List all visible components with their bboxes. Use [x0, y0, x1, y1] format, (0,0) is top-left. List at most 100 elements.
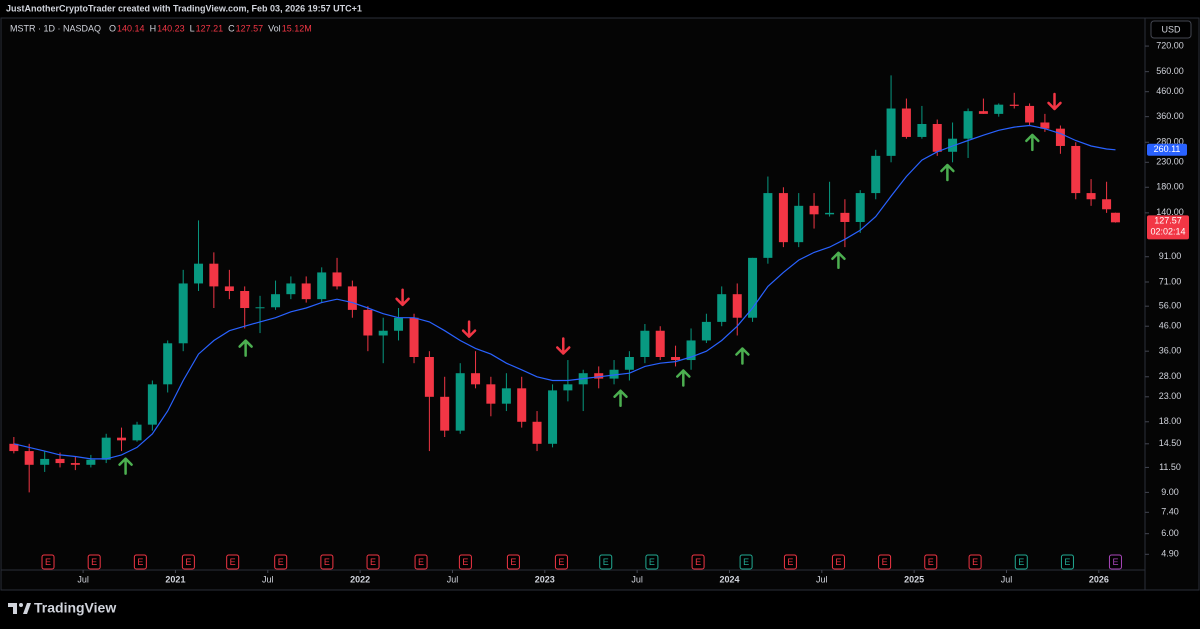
legend: MSTR · 1D · NASDAQ O 140.14 H 140.23 L 127.21 C…	[10, 23, 312, 33]
candle-body	[147, 384, 157, 425]
candle-body	[886, 108, 896, 156]
earnings-marker	[924, 554, 938, 570]
earnings-label: E	[462, 557, 468, 567]
candle-body	[332, 272, 342, 287]
legend-value: 15.12M	[282, 23, 312, 33]
earnings-marker	[506, 554, 520, 570]
candle-body	[163, 343, 173, 385]
earnings-marker	[274, 554, 288, 570]
currency-box[interactable]	[1150, 20, 1192, 39]
candle-body	[901, 108, 911, 137]
candle-body	[594, 373, 604, 379]
earnings-marker	[41, 554, 55, 570]
candle-body	[471, 373, 481, 385]
y-tick-label: 6.00	[1161, 528, 1179, 538]
y-tick-label: 91.00	[1159, 251, 1182, 261]
earnings-label: E	[743, 557, 749, 567]
candle-body	[55, 458, 65, 464]
candle-body	[732, 294, 742, 318]
legend-value: 140.14	[117, 23, 145, 33]
candle-body	[194, 263, 204, 284]
earnings-label: E	[230, 557, 236, 567]
logo-slash	[23, 603, 31, 614]
candle-body	[809, 205, 819, 215]
legend-value: 127.21	[196, 23, 224, 33]
moving-average	[13, 124, 1116, 460]
earnings-marker	[554, 554, 568, 570]
y-tick-label: 28.00	[1159, 371, 1182, 381]
earnings-marker	[645, 554, 659, 570]
buy-arrow	[940, 163, 955, 182]
earnings-marker	[366, 554, 380, 570]
buy-arrow	[238, 339, 253, 357]
candle-body	[486, 384, 496, 404]
candle-body	[671, 357, 681, 361]
legend-key: C	[228, 23, 235, 33]
earnings-label: E	[45, 557, 51, 567]
brand-logo	[8, 603, 31, 614]
y-tick-label: 46.00	[1159, 321, 1182, 331]
candle-body	[624, 357, 634, 370]
earnings-label: E	[137, 557, 143, 567]
candle-body	[394, 317, 404, 331]
candle-body	[778, 193, 788, 243]
legend-key: L	[190, 23, 195, 33]
earnings-label: E	[835, 557, 841, 567]
y-tick-label: 720.00	[1156, 40, 1184, 50]
candle-body	[1009, 104, 1019, 106]
candle-body	[917, 123, 927, 137]
buy-arrow	[735, 347, 750, 365]
countdown: 02:02:14	[1150, 227, 1185, 237]
ma-price-box	[1147, 143, 1187, 156]
x-tick-label: 2021	[165, 574, 185, 584]
candle-body	[532, 421, 542, 444]
credit: JustAnotherCryptoTrader created with Tra…	[6, 3, 362, 13]
legend-key: Vol	[268, 23, 281, 33]
candle-body	[271, 294, 281, 308]
earnings-label: E	[91, 557, 97, 567]
currency[interactable]: USD	[1161, 24, 1181, 34]
candle-body	[1040, 122, 1050, 129]
y-tick-label: 23.00	[1159, 391, 1182, 401]
candle-body	[1055, 128, 1065, 146]
candle-body	[347, 286, 357, 310]
last-price-label: 127.57	[1154, 216, 1182, 226]
x-tick-label: Jul	[447, 574, 459, 584]
candle-body	[86, 459, 96, 465]
buy-arrow	[831, 251, 846, 270]
x-tick-label: 2025	[904, 574, 924, 584]
earnings-label: E	[185, 557, 191, 567]
x-tick-label: Jul	[631, 574, 643, 584]
y-tick-label: 56.00	[1159, 301, 1182, 311]
earnings-marker	[783, 554, 797, 570]
earnings-label: E	[278, 557, 284, 567]
candle-body	[963, 111, 973, 139]
candle-body	[994, 104, 1004, 114]
legend-value: 140.23	[157, 23, 185, 33]
buy-arrow	[676, 369, 691, 387]
x-tick-label: Jul	[1001, 574, 1013, 584]
earnings-label: E	[1018, 557, 1024, 567]
sell-arrow	[395, 288, 410, 307]
earnings-label: E	[418, 557, 424, 567]
candle-body	[932, 123, 942, 152]
candle-body	[978, 111, 988, 114]
candle-body	[763, 193, 773, 258]
candle-body	[563, 384, 573, 391]
candle-body	[517, 388, 527, 422]
x-tick-label: 2024	[719, 574, 739, 584]
last-price-box	[1147, 215, 1189, 240]
y-tick-label: 11.50	[1159, 462, 1181, 472]
candle-body	[655, 330, 665, 358]
earnings-marker	[458, 554, 472, 570]
earnings-marker	[1108, 554, 1122, 570]
x-tick-label: 2026	[1089, 574, 1109, 584]
ma-price-label: 260.11	[1154, 144, 1181, 154]
candle-body	[1086, 193, 1096, 200]
x-tick-label: Jul	[262, 574, 274, 584]
earnings-label: E	[324, 557, 330, 567]
earnings-label: E	[1112, 557, 1118, 567]
candle-body	[748, 257, 758, 318]
